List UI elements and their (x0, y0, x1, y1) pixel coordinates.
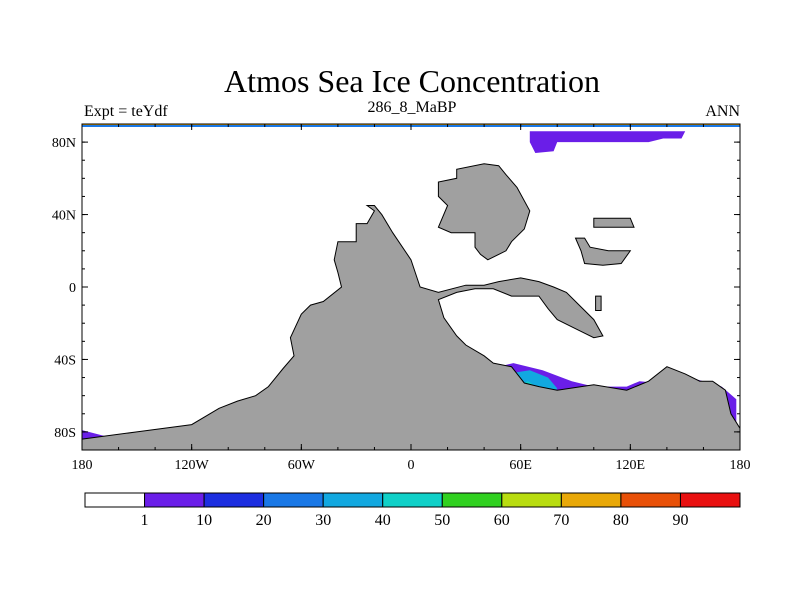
y-tick-label: 40S (54, 353, 76, 368)
colorbar-swatch (322, 492, 384, 508)
land-south-china-block (574, 237, 632, 266)
x-tick-label: 180 (730, 458, 751, 473)
colorbar-swatch (144, 492, 205, 508)
x-tick-label: 120W (175, 458, 210, 473)
colorbar-swatch (560, 492, 622, 508)
colorbar-label: 90 (673, 512, 689, 529)
colorbar-label: 80 (613, 512, 629, 529)
colorbar-swatch (263, 492, 324, 508)
ice-arctic-north-cap (529, 131, 686, 153)
map-area (82, 124, 740, 450)
colorbar: 1 10 20 30 40 50 60 70 80 90 (84, 492, 741, 529)
y-tick-label: 40N (52, 209, 76, 224)
land-layer (82, 163, 740, 450)
x-tick-label: 60E (509, 458, 532, 473)
colorbar-swatch (441, 492, 503, 508)
colorbar-label: 40 (375, 512, 391, 529)
colorbar-swatch (382, 492, 443, 508)
y-tick-label: 80S (54, 426, 76, 441)
colorbar-label: 20 (256, 512, 272, 529)
land-east-asia-block (593, 217, 635, 228)
colorbar-swatch (203, 492, 265, 508)
season-label: ANN (705, 103, 740, 120)
colorbar-swatch (501, 492, 562, 508)
land-laurasia (437, 163, 531, 261)
timeslice-label: 286_8_MaBP (368, 99, 457, 116)
colorbar-label: 70 (553, 512, 569, 529)
colorbar-label: 50 (434, 512, 450, 529)
land-cimmerian-sliver (595, 295, 602, 311)
y-tick-label: 0 (69, 281, 76, 296)
colorbar-label: 60 (494, 512, 510, 529)
land-pangaea (82, 205, 740, 450)
colorbar-swatch (84, 492, 146, 508)
axes: 180 120W 60W 0 60E 120E 180 80N 40N 0 40S 80S (52, 123, 751, 473)
x-tick-label: 120E (616, 458, 646, 473)
experiment-label: Expt = teYdf (84, 103, 168, 120)
x-tick-label: 0 (408, 458, 415, 473)
colorbar-label: 10 (196, 512, 212, 529)
colorbar-swatch (679, 492, 741, 508)
colorbar-label: 30 (315, 512, 331, 529)
x-tick-label: 180 (72, 458, 93, 473)
colorbar-label: 1 (141, 512, 149, 529)
colorbar-swatch (620, 492, 681, 508)
x-tick-label: 60W (288, 458, 316, 473)
chart-title: Atmos Sea Ice Concentration (224, 63, 600, 99)
y-tick-label: 80N (52, 136, 76, 151)
